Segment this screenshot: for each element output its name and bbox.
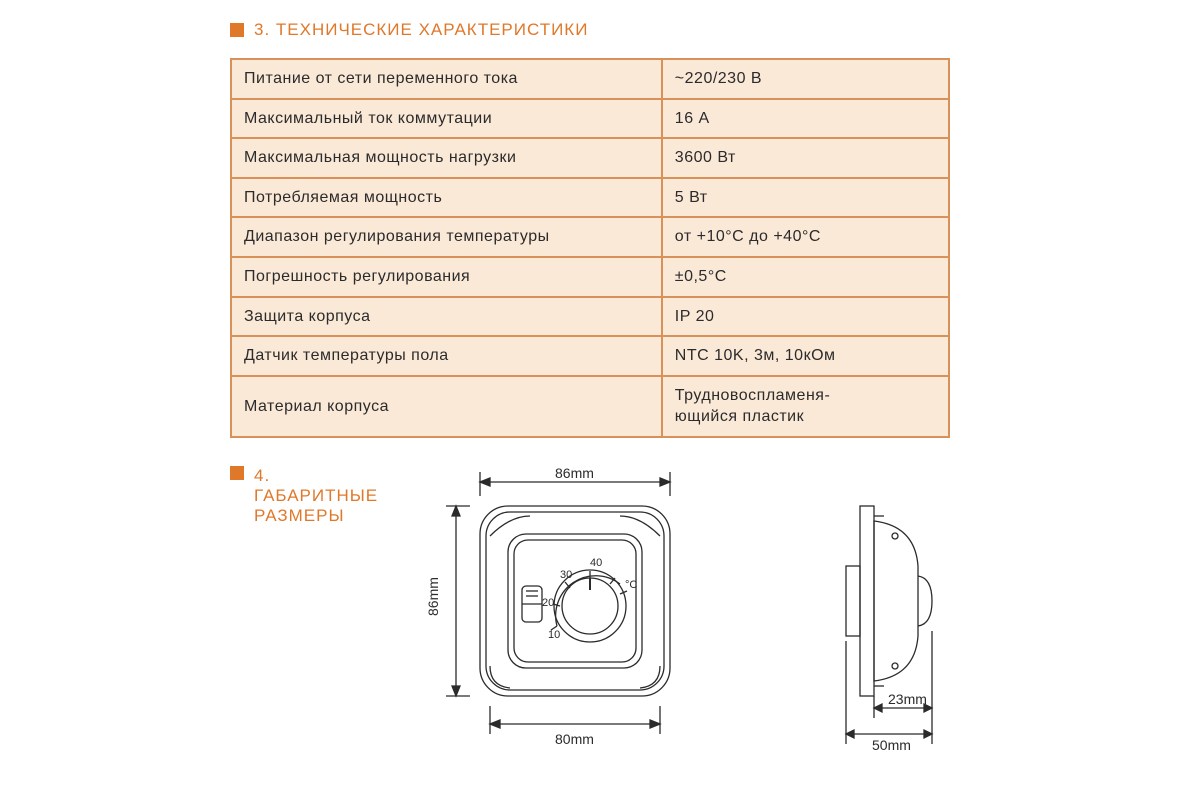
dimension-drawings: 10 20 30 40 °C 86mm 86mm 80mm: [420, 466, 970, 756]
dial-label-10: 10: [548, 629, 560, 641]
table-row: Потребляемая мощность5 Вт: [231, 178, 949, 218]
spec-value: IP 20: [662, 297, 949, 337]
spec-value: Трудновоспламеня-ющийся пластик: [662, 376, 949, 437]
bullet-icon: [230, 23, 244, 37]
front-view-svg: 10 20 30 40 °C 86mm 86mm 80mm: [420, 466, 710, 756]
table-row: Максимальная мощность нагрузки3600 Вт: [231, 138, 949, 178]
section3-title: 3. ТЕХНИЧЕСКИЕ ХАРАКТЕРИСТИКИ: [254, 20, 588, 40]
side-view-svg: 23mm 50mm: [800, 466, 970, 756]
table-row: Диапазон регулирования температурыот +10…: [231, 217, 949, 257]
table-row: Максимальный ток коммутации16 А: [231, 99, 949, 139]
spec-value: 16 А: [662, 99, 949, 139]
dim-side-width: 50mm: [872, 737, 911, 753]
spec-value: 3600 Вт: [662, 138, 949, 178]
dim-left: 86mm: [425, 577, 441, 616]
spec-value: ~220/230 В: [662, 59, 949, 99]
dial-label-20: 20: [542, 597, 554, 609]
dial-label-30: 30: [560, 569, 572, 581]
table-row: Погрешность регулирования±0,5°С: [231, 257, 949, 297]
spec-param: Защита корпуса: [231, 297, 662, 337]
section4-header: 4. ГАБАРИТНЫЕ РАЗМЕРЫ: [230, 466, 390, 526]
dim-depth: 23mm: [888, 691, 927, 707]
table-row: Защита корпусаIP 20: [231, 297, 949, 337]
table-row: Датчик температуры полаNTC 10K, 3м, 10кО…: [231, 336, 949, 376]
section4-title-line1: 4. ГАБАРИТНЫЕ: [254, 466, 390, 506]
spec-value: 5 Вт: [662, 178, 949, 218]
spec-param: Максимальный ток коммутации: [231, 99, 662, 139]
bullet-icon: [230, 466, 244, 480]
dim-bottom: 80mm: [555, 731, 594, 747]
spec-value: NTC 10K, 3м, 10кОм: [662, 336, 949, 376]
table-row: Питание от сети переменного тока~220/230…: [231, 59, 949, 99]
spec-value: ±0,5°С: [662, 257, 949, 297]
spec-param: Погрешность регулирования: [231, 257, 662, 297]
spec-value: от +10°С до +40°С: [662, 217, 949, 257]
dial-label-40: 40: [590, 557, 602, 569]
spec-param: Материал корпуса: [231, 376, 662, 437]
table-row: Материал корпусаТрудновоспламеня-ющийся …: [231, 376, 949, 437]
spec-param: Питание от сети переменного тока: [231, 59, 662, 99]
section3-header: 3. ТЕХНИЧЕСКИЕ ХАРАКТЕРИСТИКИ: [230, 20, 970, 40]
front-view-drawing: 10 20 30 40 °C 86mm 86mm 80mm: [420, 466, 710, 756]
spec-param: Датчик температуры пола: [231, 336, 662, 376]
section4-title-line2: РАЗМЕРЫ: [254, 506, 390, 526]
dial-unit: °C: [625, 579, 637, 591]
dim-top: 86mm: [555, 466, 594, 481]
side-view-drawing: 23mm 50mm: [800, 466, 970, 756]
spec-table: Питание от сети переменного тока~220/230…: [230, 58, 950, 438]
spec-param: Максимальная мощность нагрузки: [231, 138, 662, 178]
spec-param: Потребляемая мощность: [231, 178, 662, 218]
spec-param: Диапазон регулирования температуры: [231, 217, 662, 257]
